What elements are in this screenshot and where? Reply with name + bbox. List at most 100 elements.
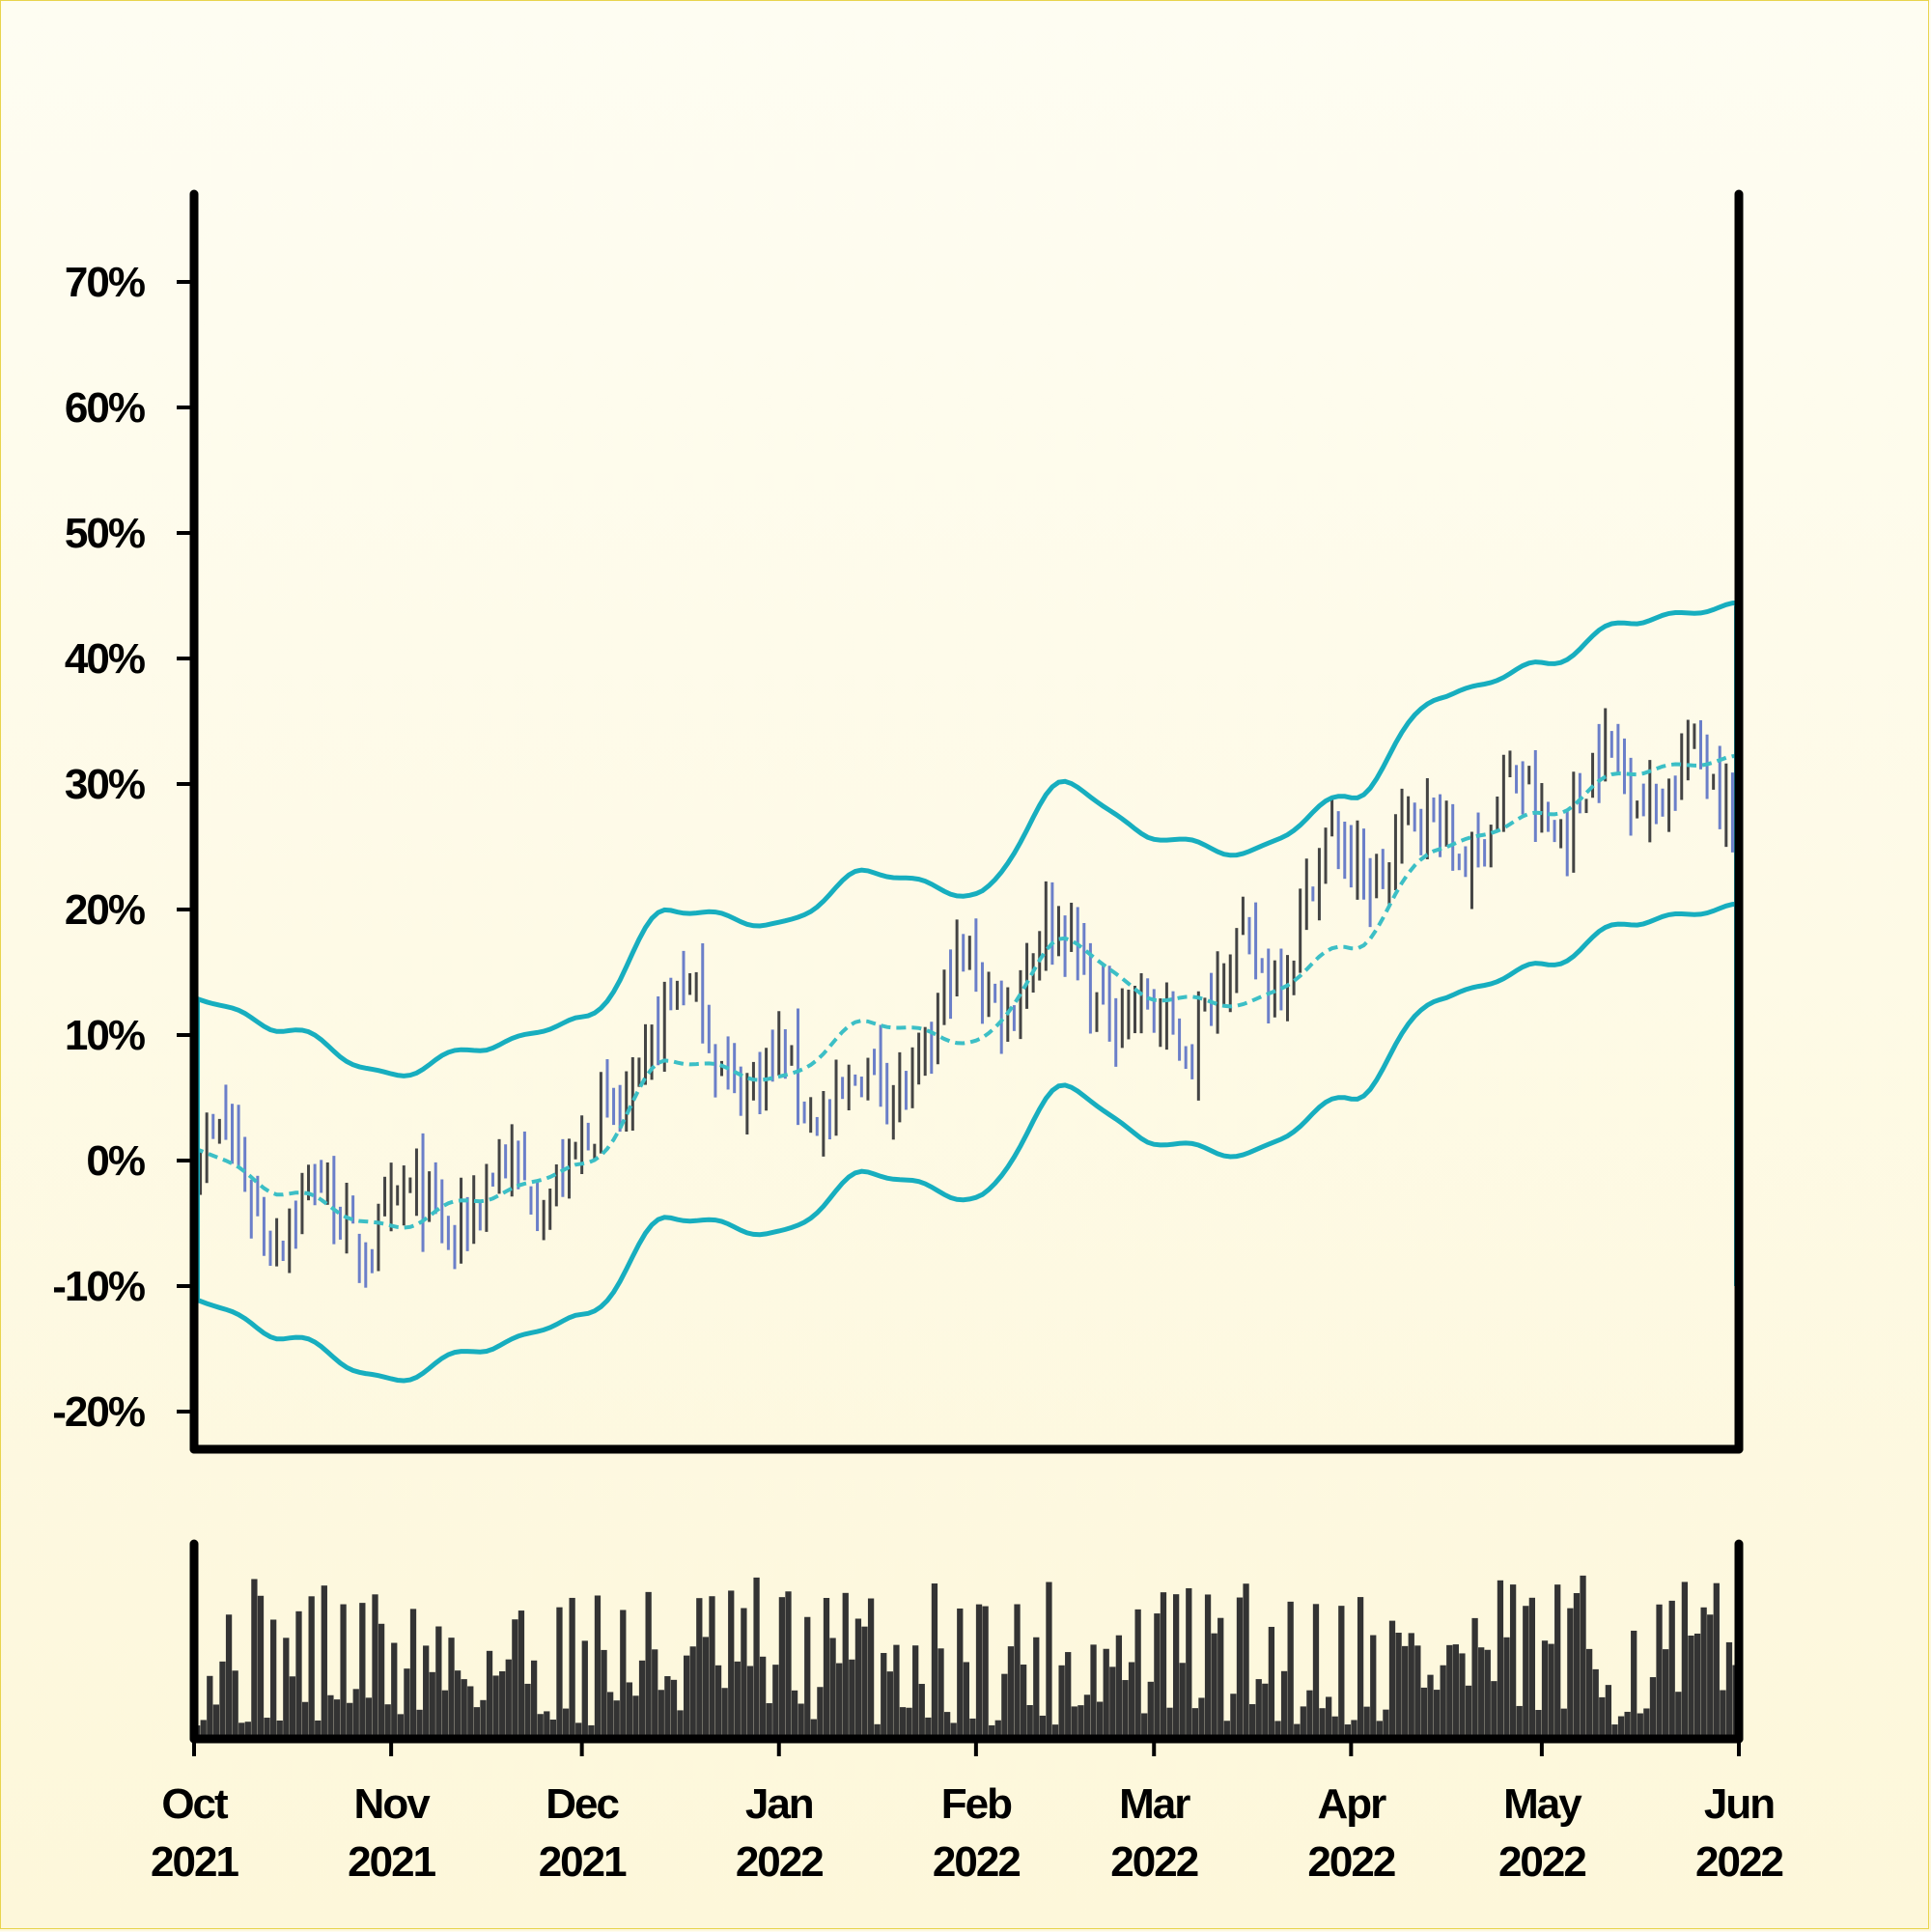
volume-bar [1243, 1583, 1249, 1739]
volume-bar [1688, 1635, 1694, 1739]
volume-bar [1109, 1666, 1116, 1739]
volume-bar [1083, 1694, 1091, 1739]
volume-bar [1681, 1582, 1689, 1739]
volume-bar [1725, 1641, 1733, 1739]
volume-bar [1580, 1575, 1586, 1739]
volume-bar [1090, 1644, 1097, 1739]
volume-bar [1471, 1617, 1478, 1739]
volume-bar [1351, 1720, 1357, 1739]
volume-bar [886, 1671, 893, 1739]
volume-bar [581, 1640, 588, 1739]
volume-bar [670, 1679, 678, 1739]
volume-bar [1115, 1635, 1123, 1739]
volume-bar [1166, 1707, 1173, 1739]
volume-bar [912, 1645, 919, 1739]
volume-bar [518, 1610, 525, 1739]
volume-bar [1033, 1637, 1040, 1739]
volume-bar [404, 1668, 410, 1739]
y-tick-label: 50% [65, 510, 145, 557]
volume-bar [264, 1718, 270, 1739]
volume-bar [817, 1687, 824, 1739]
volume-bar [1274, 1721, 1281, 1739]
volume-bar [1255, 1679, 1262, 1739]
volume-bar [931, 1583, 938, 1739]
volume-bar [753, 1577, 760, 1739]
volume-bar [696, 1598, 703, 1739]
volume-bar [1014, 1604, 1021, 1739]
volume-bar [225, 1614, 233, 1739]
y-tick-label: -20% [52, 1388, 145, 1436]
volume-bar [606, 1692, 614, 1739]
volume-bar [391, 1642, 398, 1739]
volume-bar [1147, 1681, 1154, 1739]
volume-bar [340, 1604, 347, 1739]
x-tick-label-year: 2022 [1307, 1838, 1394, 1886]
volume-bar [537, 1714, 544, 1739]
volume-bar [1046, 1582, 1052, 1739]
volume-bar [1535, 1710, 1542, 1739]
x-tick-label-year: 2022 [736, 1838, 823, 1886]
volume-bar [530, 1660, 538, 1739]
y-tick-label: 0% [86, 1137, 144, 1185]
volume-bar [810, 1719, 817, 1739]
volume-bar [588, 1724, 595, 1739]
volume-bar [301, 1701, 309, 1739]
volume-bar [1338, 1606, 1345, 1739]
volume-bar [1223, 1721, 1230, 1739]
volume-bar [1236, 1597, 1244, 1739]
x-tick-label-year: 2021 [539, 1838, 627, 1886]
volume-bar [899, 1707, 907, 1739]
x-tick-label-year: 2022 [1110, 1838, 1197, 1886]
volume-bar [1637, 1713, 1643, 1739]
y-tick-label: 30% [65, 761, 145, 808]
price-panel: -20% -10% 0% 10% 20% 30% 40% 50% 60% 70% [52, 189, 1744, 1454]
volume-bar [1523, 1606, 1529, 1739]
volume-bar [963, 1662, 969, 1739]
volume-bar [881, 1653, 887, 1739]
volume-bar [1599, 1696, 1606, 1739]
volume-bar [486, 1650, 493, 1739]
volume-bar [1186, 1587, 1192, 1739]
volume-bar [1198, 1697, 1205, 1739]
x-tick-label-year: 2021 [151, 1838, 238, 1886]
volume-bar [683, 1655, 690, 1739]
volume-bar [1376, 1721, 1383, 1739]
volume-bar [867, 1598, 875, 1739]
volume-bar [1020, 1665, 1027, 1739]
volume-bar [1001, 1673, 1008, 1739]
volume-bar [804, 1616, 811, 1739]
volume-bar [760, 1656, 767, 1739]
volume-bar [791, 1690, 798, 1739]
volume-bar [207, 1675, 213, 1739]
volume-bar [359, 1603, 366, 1739]
volume-bar [1217, 1617, 1224, 1739]
volume-bar [1414, 1645, 1421, 1739]
volume-bar [1554, 1584, 1561, 1739]
x-tick-label-year: 2022 [1498, 1838, 1585, 1886]
x-tick-label-month: Apr [1317, 1780, 1386, 1828]
volume-bar [270, 1619, 277, 1739]
volume-bar [746, 1666, 754, 1739]
volume-bar [1707, 1614, 1714, 1739]
volume-bar [1611, 1724, 1618, 1739]
volume-bar [950, 1722, 957, 1739]
volume-bar [918, 1684, 925, 1739]
volume-bar [1516, 1705, 1523, 1739]
volume-bar [1026, 1705, 1033, 1739]
volume-bar [315, 1720, 322, 1739]
x-tick-label-year: 2021 [348, 1838, 435, 1886]
volume-bar [1077, 1705, 1084, 1739]
volume-bar [989, 1724, 995, 1739]
volume-bar [1300, 1706, 1306, 1739]
volume-bar [1617, 1716, 1625, 1739]
volume-bar [1122, 1680, 1129, 1739]
volume-bar [1388, 1620, 1396, 1739]
volume-bar [333, 1699, 341, 1739]
y-tick-label: 40% [65, 635, 145, 683]
volume-bar [454, 1670, 462, 1739]
volume-bar [467, 1686, 474, 1739]
volume-bar [1700, 1607, 1707, 1739]
volume-bar [689, 1646, 696, 1739]
volume-bar [1643, 1708, 1650, 1739]
